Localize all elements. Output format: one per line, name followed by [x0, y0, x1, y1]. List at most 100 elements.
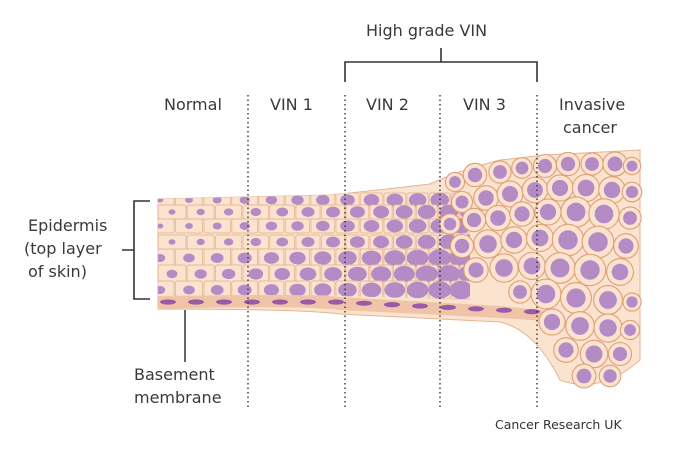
cell-nucleus: [338, 282, 357, 298]
cell-nucleus: [221, 268, 236, 280]
cancer-cell: [573, 253, 607, 287]
high-grade-label: High grade VIN: [366, 21, 488, 40]
cancer-cell: [560, 196, 592, 228]
cancer-cell: [607, 341, 633, 367]
cancer-cell: [593, 285, 623, 315]
cell-nucleus: [291, 221, 304, 231]
cell-nucleus: [183, 253, 195, 263]
cancer-cell: [450, 190, 474, 214]
cell-nucleus: [415, 265, 438, 283]
cancer-cell: [484, 204, 512, 232]
invasive-cancer-cells: [439, 151, 643, 389]
stage-label-vin-2: VIN 2: [366, 95, 409, 114]
cell-nucleus: [212, 222, 222, 230]
cancer-cell: [489, 253, 519, 283]
cancer-cell: [546, 174, 574, 202]
cancer-cell: [581, 225, 615, 259]
cell-nucleus: [373, 205, 390, 219]
cell-nucleus: [250, 237, 262, 247]
cell-nucleus: [316, 220, 330, 232]
membrane-nuclei: [160, 299, 540, 315]
cancer-cell: [525, 223, 555, 253]
cell-nucleus: [349, 236, 365, 248]
cancer-cell: [555, 151, 581, 177]
cell-nucleus: [326, 236, 340, 248]
cancer-cell: [534, 198, 562, 226]
cell-nucleus: [324, 267, 342, 281]
cell-nucleus: [158, 223, 164, 229]
cell-nucleus: [263, 284, 279, 296]
cell-nucleus: [395, 235, 413, 249]
cancer-cell: [544, 252, 576, 284]
cancer-cell: [511, 157, 533, 179]
cancer-cell: [508, 280, 532, 304]
cell-nucleus: [417, 235, 436, 249]
membrane-nucleus: [384, 302, 400, 308]
membrane-nucleus: [300, 299, 316, 305]
cell-nucleus: [276, 207, 289, 217]
cancer-cell: [530, 278, 562, 310]
membrane-nucleus: [272, 299, 288, 305]
epidermis-label-line3: of skin): [28, 262, 87, 281]
cancer-cell: [598, 364, 622, 388]
cell-nucleus: [384, 250, 406, 266]
cancer-cell: [463, 257, 489, 283]
epidermis-cells: [158, 192, 470, 300]
cell-nucleus: [361, 250, 382, 266]
epidermis-label-line2: (top layer: [24, 239, 102, 258]
cancer-cell: [580, 152, 604, 176]
credit-text: Cancer Research UK: [495, 417, 622, 432]
basement-label-line1: Basement: [134, 365, 215, 384]
cell-nucleus: [210, 285, 224, 295]
cell-nucleus: [185, 223, 193, 229]
cell-nucleus: [237, 284, 252, 296]
cell-nucleus: [299, 267, 317, 281]
cell-nucleus: [265, 221, 278, 231]
cell-nucleus: [212, 196, 222, 204]
cell-nucleus: [316, 194, 330, 206]
cancer-cell: [488, 160, 512, 184]
cancer-cell: [602, 151, 628, 177]
membrane-nucleus: [496, 307, 512, 313]
cell-nucleus: [386, 193, 404, 207]
cancer-cell: [521, 176, 549, 204]
cell-nucleus: [301, 237, 315, 247]
membrane-nucleus: [328, 299, 344, 305]
cell-nucleus: [166, 269, 178, 279]
cancer-cell: [473, 229, 503, 259]
cell-nucleus: [168, 209, 176, 215]
cell-nucleus: [340, 220, 355, 232]
epidermis-label-line1: Epidermis: [28, 216, 108, 235]
cell-nucleus: [361, 282, 382, 298]
cell-nucleus: [395, 205, 413, 219]
cancer-cell: [473, 185, 499, 211]
cancer-cell: [509, 201, 535, 227]
cell-nucleus: [291, 195, 304, 205]
membrane-nucleus: [468, 306, 484, 312]
cell-nucleus: [314, 283, 332, 297]
cell-nucleus: [393, 265, 415, 283]
cell-nucleus: [239, 196, 250, 204]
cell-nucleus: [384, 282, 406, 298]
cancer-cell: [500, 226, 528, 254]
cell-nucleus: [347, 266, 367, 282]
cancer-cell: [551, 223, 585, 257]
cell-nucleus: [250, 207, 262, 217]
membrane-nucleus: [216, 299, 232, 305]
cancer-cell: [461, 207, 487, 233]
cell-nucleus: [363, 220, 380, 232]
cell-nucleus: [183, 285, 195, 295]
cell-nucleus: [168, 239, 176, 245]
cancer-cell: [444, 171, 466, 193]
cell-nucleus: [314, 251, 332, 265]
membrane-nucleus: [440, 304, 456, 310]
cancer-cell: [560, 282, 592, 314]
cancer-cell: [619, 319, 641, 341]
cell-nucleus: [158, 286, 166, 294]
cell-nucleus: [301, 207, 315, 217]
cell-nucleus: [239, 222, 250, 230]
cell-nucleus: [408, 219, 427, 233]
cell-nucleus: [196, 208, 205, 216]
